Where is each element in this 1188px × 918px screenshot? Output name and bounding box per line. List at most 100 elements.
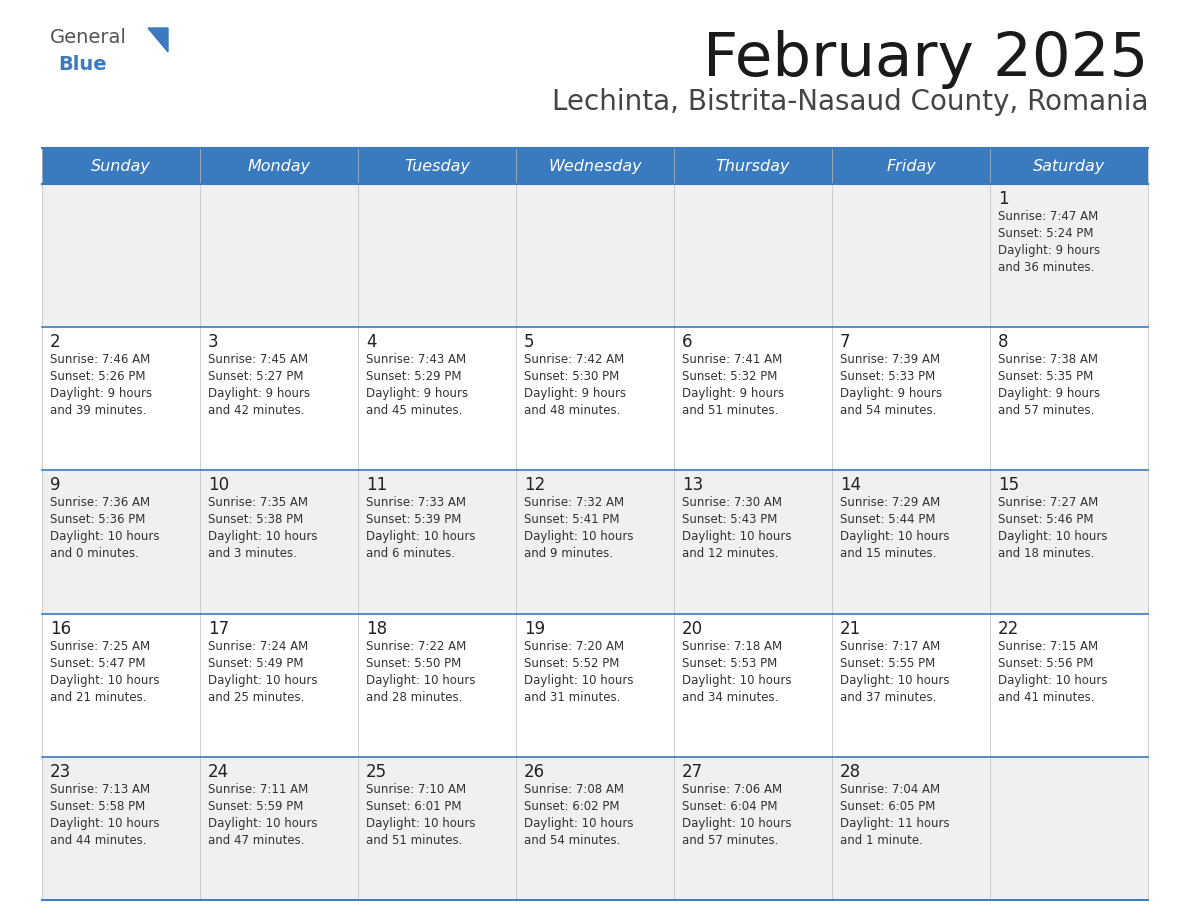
Text: Daylight: 10 hours: Daylight: 10 hours	[524, 531, 633, 543]
Text: and 18 minutes.: and 18 minutes.	[998, 547, 1094, 560]
Text: 2: 2	[50, 333, 61, 352]
Text: Friday: Friday	[886, 159, 936, 174]
Text: Daylight: 10 hours: Daylight: 10 hours	[366, 674, 475, 687]
Text: 26: 26	[524, 763, 545, 781]
Text: Daylight: 11 hours: Daylight: 11 hours	[840, 817, 949, 830]
Text: Daylight: 10 hours: Daylight: 10 hours	[998, 531, 1107, 543]
Text: and 37 minutes.: and 37 minutes.	[840, 690, 936, 703]
Bar	[674, 470, 832, 613]
Bar	[516, 327, 674, 470]
Text: Sunrise: 7:30 AM: Sunrise: 7:30 AM	[682, 497, 782, 509]
Text: 9: 9	[50, 476, 61, 495]
Text: 27: 27	[682, 763, 703, 781]
Text: Wednesday: Wednesday	[548, 159, 642, 174]
Text: 15: 15	[998, 476, 1019, 495]
Text: 1: 1	[998, 190, 1009, 208]
Bar	[516, 613, 674, 756]
Text: 6: 6	[682, 333, 693, 352]
Text: Lechinta, Bistrita-Nasaud County, Romania: Lechinta, Bistrita-Nasaud County, Romani…	[551, 88, 1148, 116]
Text: Sunset: 5:24 PM: Sunset: 5:24 PM	[998, 227, 1093, 240]
Text: Daylight: 10 hours: Daylight: 10 hours	[208, 817, 317, 830]
Text: Sunset: 5:58 PM: Sunset: 5:58 PM	[50, 800, 145, 812]
Text: Tuesday: Tuesday	[404, 159, 470, 174]
Text: Sunrise: 7:43 AM: Sunrise: 7:43 AM	[366, 353, 466, 366]
Bar	[358, 470, 516, 613]
Text: 4: 4	[366, 333, 377, 352]
Text: 25: 25	[366, 763, 387, 781]
Text: Daylight: 10 hours: Daylight: 10 hours	[682, 817, 791, 830]
Bar	[832, 756, 990, 900]
Text: Sunset: 5:29 PM: Sunset: 5:29 PM	[366, 370, 461, 383]
Text: 14: 14	[840, 476, 861, 495]
Text: Sunrise: 7:24 AM: Sunrise: 7:24 AM	[208, 640, 308, 653]
Text: Sunrise: 7:29 AM: Sunrise: 7:29 AM	[840, 497, 940, 509]
Text: Daylight: 10 hours: Daylight: 10 hours	[524, 674, 633, 687]
Text: 13: 13	[682, 476, 703, 495]
Text: Sunset: 6:04 PM: Sunset: 6:04 PM	[682, 800, 777, 812]
Text: Sunset: 5:39 PM: Sunset: 5:39 PM	[366, 513, 461, 526]
Text: and 34 minutes.: and 34 minutes.	[682, 690, 778, 703]
Bar	[42, 613, 200, 756]
Text: and 3 minutes.: and 3 minutes.	[208, 547, 297, 560]
Text: Daylight: 9 hours: Daylight: 9 hours	[50, 387, 152, 400]
Text: and 48 minutes.: and 48 minutes.	[524, 404, 620, 417]
Text: Daylight: 9 hours: Daylight: 9 hours	[682, 387, 784, 400]
Bar	[832, 184, 990, 327]
Text: and 42 minutes.: and 42 minutes.	[208, 404, 304, 417]
Text: Sunrise: 7:18 AM: Sunrise: 7:18 AM	[682, 640, 782, 653]
Text: Sunrise: 7:35 AM: Sunrise: 7:35 AM	[208, 497, 308, 509]
Text: Sunset: 5:33 PM: Sunset: 5:33 PM	[840, 370, 935, 383]
Bar	[42, 756, 200, 900]
Text: 11: 11	[366, 476, 387, 495]
Text: Daylight: 10 hours: Daylight: 10 hours	[208, 674, 317, 687]
Text: Sunrise: 7:39 AM: Sunrise: 7:39 AM	[840, 353, 940, 366]
Bar	[516, 756, 674, 900]
Bar	[990, 756, 1148, 900]
Text: and 54 minutes.: and 54 minutes.	[840, 404, 936, 417]
Bar	[42, 327, 200, 470]
Text: Sunset: 5:55 PM: Sunset: 5:55 PM	[840, 656, 935, 669]
Polygon shape	[148, 28, 168, 52]
Text: and 12 minutes.: and 12 minutes.	[682, 547, 778, 560]
Text: Daylight: 9 hours: Daylight: 9 hours	[366, 387, 468, 400]
Text: Daylight: 9 hours: Daylight: 9 hours	[998, 244, 1100, 257]
Text: Daylight: 10 hours: Daylight: 10 hours	[840, 531, 949, 543]
Text: 19: 19	[524, 620, 545, 638]
Bar	[200, 470, 358, 613]
Text: 8: 8	[998, 333, 1009, 352]
Bar	[200, 756, 358, 900]
Bar	[990, 327, 1148, 470]
Text: Sunrise: 7:11 AM: Sunrise: 7:11 AM	[208, 783, 308, 796]
Text: and 45 minutes.: and 45 minutes.	[366, 404, 462, 417]
Text: 17: 17	[208, 620, 229, 638]
Text: 28: 28	[840, 763, 861, 781]
Text: and 0 minutes.: and 0 minutes.	[50, 547, 139, 560]
Text: Monday: Monday	[247, 159, 310, 174]
Bar	[200, 613, 358, 756]
Text: 16: 16	[50, 620, 71, 638]
Text: Sunset: 5:53 PM: Sunset: 5:53 PM	[682, 656, 777, 669]
Text: Sunrise: 7:06 AM: Sunrise: 7:06 AM	[682, 783, 782, 796]
Text: Sunset: 5:52 PM: Sunset: 5:52 PM	[524, 656, 619, 669]
Text: Sunset: 5:49 PM: Sunset: 5:49 PM	[208, 656, 303, 669]
Text: Sunrise: 7:42 AM: Sunrise: 7:42 AM	[524, 353, 624, 366]
Bar	[990, 184, 1148, 327]
Text: Sunset: 5:56 PM: Sunset: 5:56 PM	[998, 656, 1093, 669]
Text: 18: 18	[366, 620, 387, 638]
Text: Sunset: 5:46 PM: Sunset: 5:46 PM	[998, 513, 1093, 526]
Text: Sunset: 5:36 PM: Sunset: 5:36 PM	[50, 513, 145, 526]
Text: Blue: Blue	[58, 55, 107, 74]
Text: Sunset: 5:30 PM: Sunset: 5:30 PM	[524, 370, 619, 383]
Text: Sunrise: 7:33 AM: Sunrise: 7:33 AM	[366, 497, 466, 509]
Text: Sunrise: 7:20 AM: Sunrise: 7:20 AM	[524, 640, 624, 653]
Bar	[990, 470, 1148, 613]
Text: and 51 minutes.: and 51 minutes.	[682, 404, 778, 417]
Text: Sunrise: 7:08 AM: Sunrise: 7:08 AM	[524, 783, 624, 796]
Bar	[200, 327, 358, 470]
Text: Daylight: 10 hours: Daylight: 10 hours	[682, 531, 791, 543]
Bar	[674, 613, 832, 756]
Text: Sunday: Sunday	[91, 159, 151, 174]
Text: Sunrise: 7:04 AM: Sunrise: 7:04 AM	[840, 783, 940, 796]
Text: Sunrise: 7:36 AM: Sunrise: 7:36 AM	[50, 497, 150, 509]
Text: Sunrise: 7:17 AM: Sunrise: 7:17 AM	[840, 640, 940, 653]
